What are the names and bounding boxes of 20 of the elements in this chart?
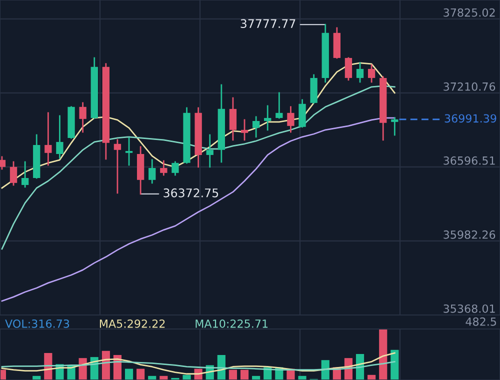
y-tick-label: 36596.51 — [444, 156, 495, 165]
bar — [228, 370, 238, 380]
bar — [390, 350, 399, 380]
text: VOL:316.73 — [5, 319, 70, 328]
bar — [240, 370, 249, 380]
annotation: 36372.75 — [164, 188, 218, 198]
ref-line-label: 36991.39 — [444, 114, 496, 123]
text: MA10:225.71 — [196, 319, 268, 328]
y-tick-label: 37210.76 — [444, 82, 496, 91]
y-tick-label: 37825.02 — [444, 8, 495, 17]
text: MA5:292.22 — [100, 319, 165, 328]
bar — [298, 376, 306, 380]
bar — [182, 374, 191, 380]
bar — [379, 329, 388, 380]
y-tick-label: 35368.01 — [444, 304, 495, 313]
y-tick-label: 35982.26 — [444, 230, 496, 239]
bar — [124, 368, 134, 380]
annotation: 37777.77 — [240, 19, 296, 28]
bar — [136, 368, 145, 380]
text: 482.5 — [466, 317, 496, 326]
